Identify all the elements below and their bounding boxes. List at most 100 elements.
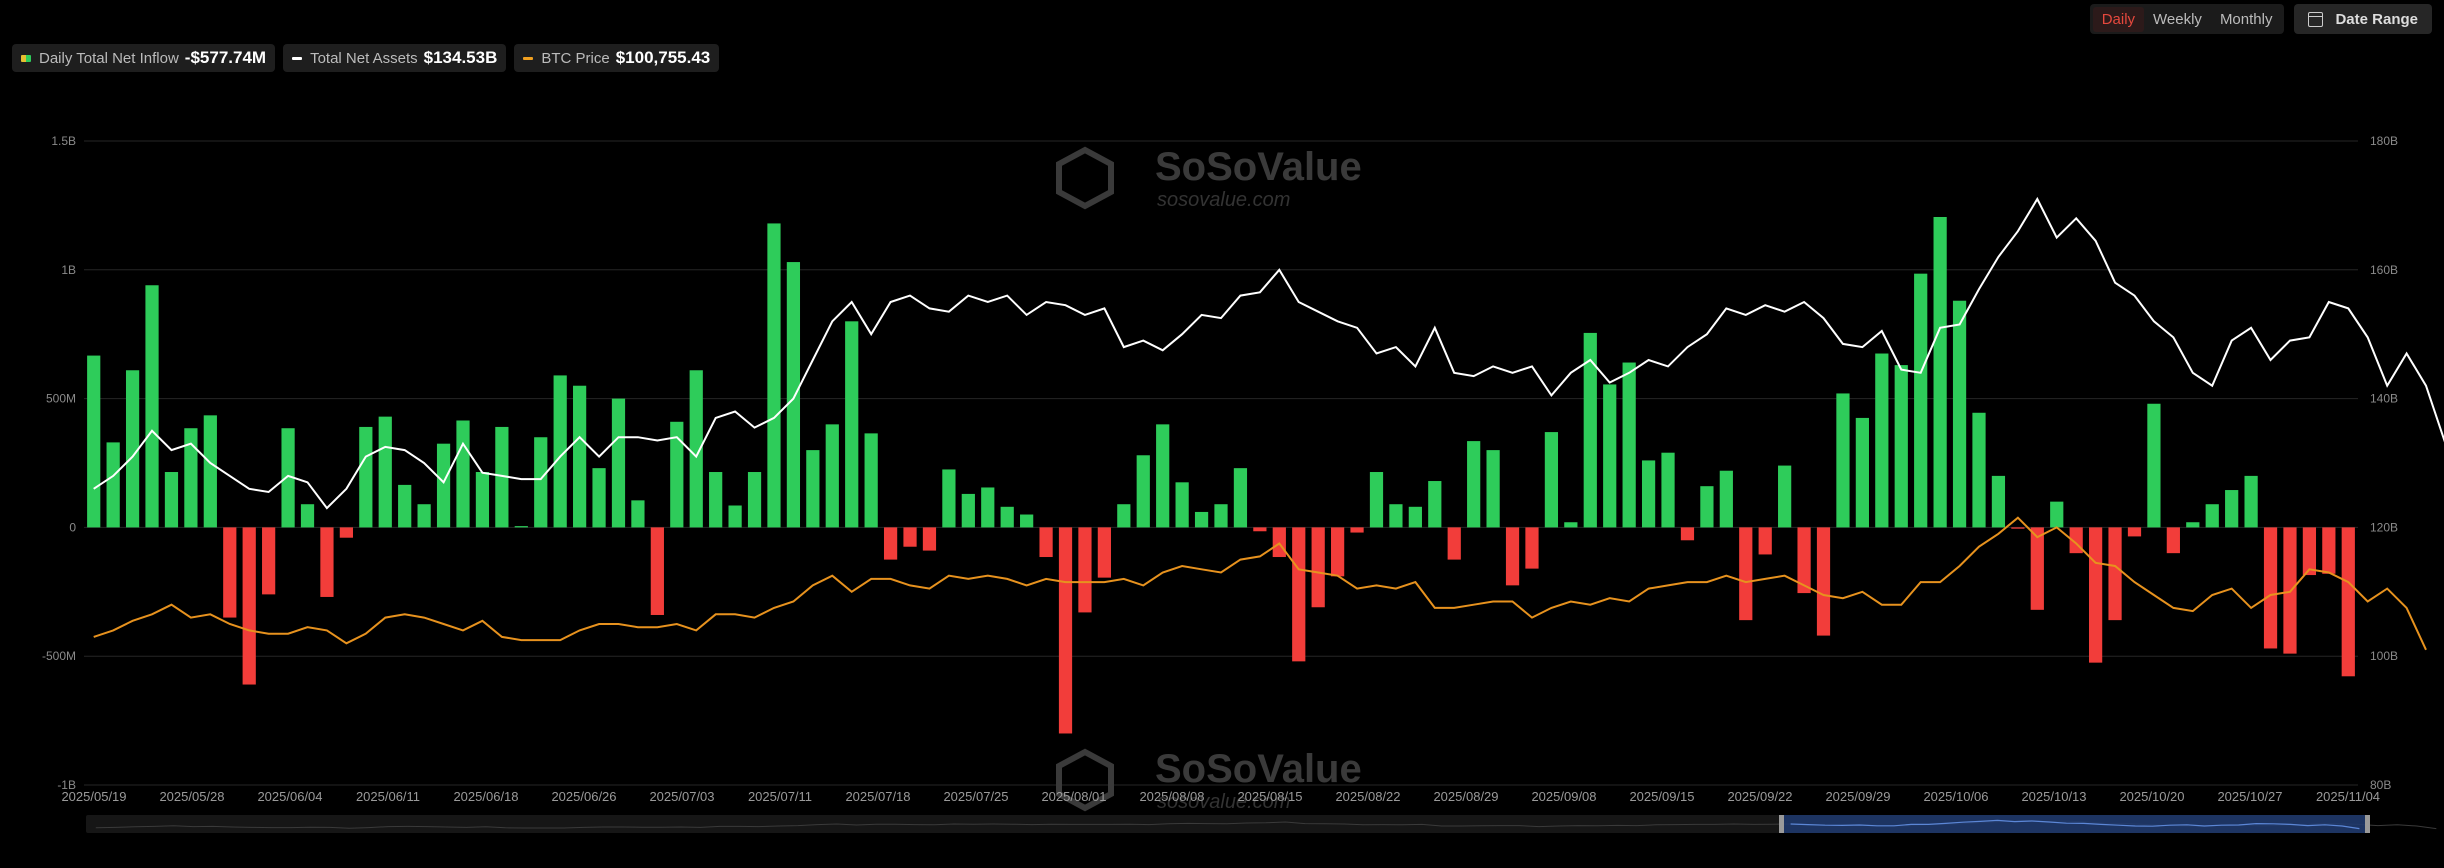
legend: Daily Total Net Inflow -$577.74M Total N… xyxy=(12,44,720,72)
legend-btc-price[interactable]: BTC Price $100,755.43 xyxy=(514,44,720,72)
inflow-bar xyxy=(845,321,859,528)
date-range-button[interactable]: Date Range xyxy=(2294,4,2432,34)
legend-assets-value: $134.53B xyxy=(423,48,498,67)
x-tick-label: 2025/08/29 xyxy=(1433,789,1498,804)
inflow-bar xyxy=(611,398,626,528)
x-tick-label: 2025/07/03 xyxy=(649,789,714,804)
inflow-bar xyxy=(1855,417,1869,528)
inflow-bar xyxy=(1020,514,1034,528)
sosovalue-logo-icon xyxy=(1056,748,1114,812)
legend-assets[interactable]: Total Net Assets $134.53B xyxy=(283,44,507,72)
inflow-bar xyxy=(1544,432,1559,528)
inflow-bar xyxy=(806,450,820,528)
legend-inflow[interactable]: Daily Total Net Inflow -$577.74M xyxy=(12,44,276,72)
inflow-bar xyxy=(436,443,451,528)
date-range-label: Date Range xyxy=(2335,10,2418,28)
inflow-bar xyxy=(184,428,198,528)
inflow-bar xyxy=(1408,506,1422,528)
navigator-left-handle[interactable] xyxy=(1779,815,1784,833)
inflow-bar xyxy=(2089,527,2103,663)
period-weekly-button[interactable]: Weekly xyxy=(2144,7,2211,32)
x-tick-label: 2025/06/18 xyxy=(453,789,518,804)
navigator-right-handle[interactable] xyxy=(2365,815,2370,833)
x-tick-label: 2025/08/22 xyxy=(1335,789,1400,804)
inflow-bar xyxy=(1467,441,1481,528)
inflow-bar xyxy=(2030,527,2044,610)
inflow-bar xyxy=(106,442,120,528)
y-axis-left: 1.5B 1B 500M 0 -500M -1B xyxy=(42,134,76,792)
inflow-bar xyxy=(1233,468,1248,528)
inflow-bar xyxy=(1836,393,1850,528)
inflow-bar xyxy=(573,385,587,528)
inflow-bar xyxy=(1641,460,1656,528)
inflow-bar xyxy=(1058,527,1073,734)
legend-btc-swatch xyxy=(523,56,534,60)
period-monthly-button[interactable]: Monthly xyxy=(2211,7,2282,32)
inflow-bar xyxy=(2147,403,2161,528)
inflow-bar xyxy=(1952,300,1967,528)
inflow-bar xyxy=(1447,527,1461,560)
inflow-bar xyxy=(961,493,975,528)
inflow-bar xyxy=(1797,527,1811,594)
inflow-bar xyxy=(417,504,431,528)
inflow-bar xyxy=(2011,527,2025,529)
x-tick-label: 2025/10/27 xyxy=(2217,789,2282,804)
y-right-tick-label: 80B xyxy=(2370,778,2391,792)
inflow-bar xyxy=(1778,465,1792,528)
inflow-bar xyxy=(203,415,217,528)
inflow-bar xyxy=(1816,527,1831,636)
inflow-bar xyxy=(1175,482,1189,528)
inflow-bar xyxy=(1603,384,1617,528)
inflow-bar xyxy=(747,472,762,528)
inflow-bar xyxy=(1525,527,1539,569)
inflow-bar xyxy=(2244,475,2258,528)
inflow-bar xyxy=(2225,490,2239,528)
inflow-bar xyxy=(300,504,315,528)
inflow-bar xyxy=(514,526,528,528)
y-right-tick-label: 100B xyxy=(2370,649,2398,663)
inflow-bar xyxy=(1136,455,1150,528)
y-left-tick-label: 0 xyxy=(69,520,76,534)
btc-price-line xyxy=(93,516,2427,651)
inflow-bar xyxy=(1350,527,1364,533)
inflow-bar xyxy=(1700,486,1714,528)
legend-inflow-label: Daily Total Net Inflow xyxy=(39,49,179,67)
inflow-bar xyxy=(339,527,353,538)
x-tick-label: 2025/06/11 xyxy=(356,789,420,804)
inflow-bar xyxy=(1933,216,1947,528)
range-navigator xyxy=(86,815,2437,833)
inflow-bar xyxy=(2050,501,2064,528)
inflow-bar xyxy=(922,527,937,551)
inflow-bar xyxy=(825,424,839,528)
inflow-bar xyxy=(1214,504,1228,528)
y-left-tick-label: 1.5B xyxy=(51,134,76,148)
inflow-bar xyxy=(125,370,140,528)
navigator-selection xyxy=(1782,815,2368,833)
x-tick-label: 2025/10/20 xyxy=(2119,789,2184,804)
period-daily-button[interactable]: Daily xyxy=(2092,6,2145,32)
inflow-bar xyxy=(456,420,470,528)
watermark-brand: SoSoValue xyxy=(1155,747,1362,791)
x-tick-label: 2025/09/22 xyxy=(1727,789,1792,804)
inflow-bar xyxy=(223,527,237,618)
legend-btc-label: BTC Price xyxy=(541,49,610,67)
inflow-bar xyxy=(1972,412,1986,528)
x-tick-label: 2025/06/04 xyxy=(257,789,322,804)
x-tick-label: 2025/07/18 xyxy=(845,789,910,804)
inflow-bar xyxy=(786,262,801,528)
inflow-bar xyxy=(553,375,567,528)
inflow-bar xyxy=(398,484,412,528)
x-tick-label: 2025/07/11 xyxy=(748,789,812,804)
x-tick-label: 2025/07/25 xyxy=(943,789,1008,804)
inflow-bar xyxy=(631,500,645,528)
calendar-icon xyxy=(2308,11,2324,27)
x-tick-label: 2025/09/08 xyxy=(1531,789,1596,804)
inflow-bar xyxy=(495,426,509,528)
y-right-tick-label: 140B xyxy=(2370,392,2398,406)
inflow-bar xyxy=(1428,481,1442,528)
watermark-site: sosovalue.com xyxy=(1157,189,1290,211)
watermark-brand: SoSoValue xyxy=(1155,145,1362,189)
inflow-bar xyxy=(1117,504,1131,528)
inflow-bar xyxy=(942,469,956,528)
inflow-bar xyxy=(1000,506,1014,528)
